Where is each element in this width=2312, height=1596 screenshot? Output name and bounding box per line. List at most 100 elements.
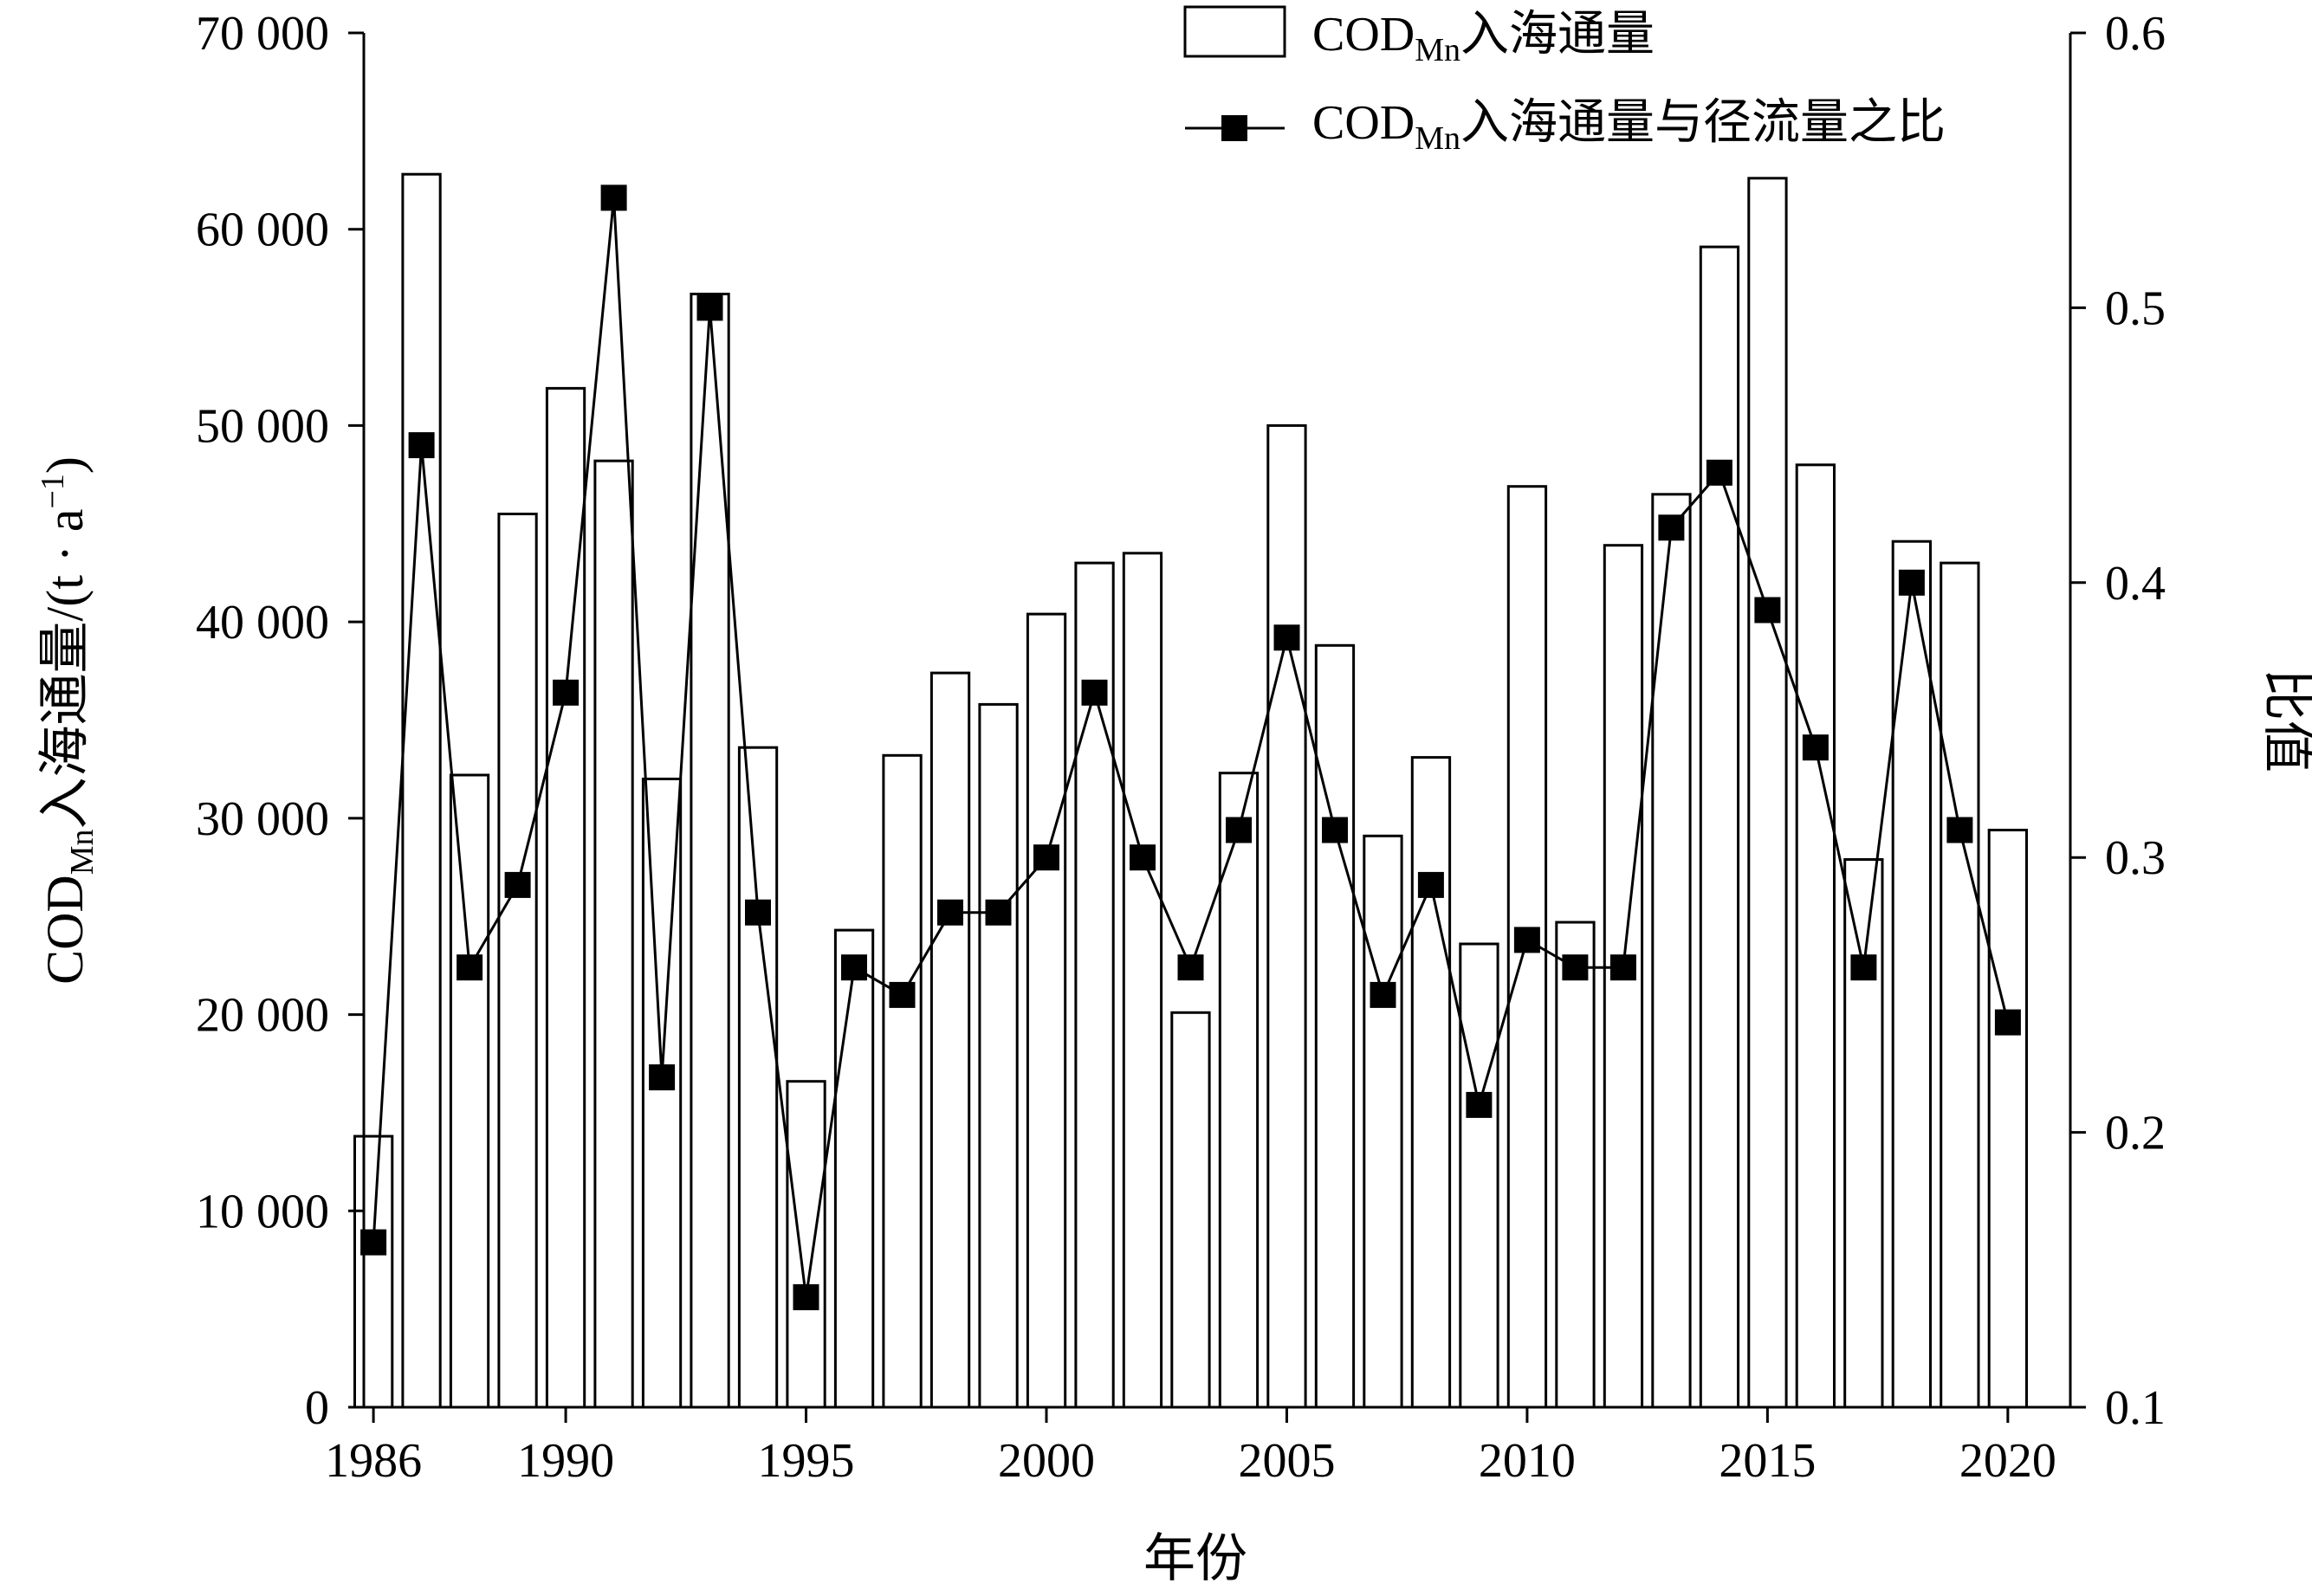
ratio-point-2015 xyxy=(1754,597,1781,624)
left-tick-label-10000: 10 000 xyxy=(196,1185,329,1238)
ratio-markers xyxy=(360,184,2021,1310)
ratio-point-2009 xyxy=(1466,1091,1493,1118)
ratio-point-1995 xyxy=(793,1284,819,1310)
bar-2013 xyxy=(1651,493,1692,1409)
x-tick-label-1995: 1995 xyxy=(758,1434,855,1488)
right-tick-label-0.6: 0.6 xyxy=(2105,7,2166,61)
bar-1995 xyxy=(786,1080,826,1409)
bar-2014 xyxy=(1699,245,1740,1409)
bar-1991 xyxy=(593,459,634,1409)
x-tick-label-2005: 2005 xyxy=(1238,1434,1335,1488)
left-axis-ticks: 0 10 000 20 000 30 000 40 000 50 000 60 000 70 … xyxy=(196,7,364,1435)
ratio-point-2020 xyxy=(1994,1009,2021,1036)
ratio-point-2011 xyxy=(1562,954,1589,981)
bar-2009 xyxy=(1459,942,1499,1409)
legend-bar-label: CODMn入海通量 xyxy=(1312,8,1655,68)
right-tick-label-0.4: 0.4 xyxy=(2105,557,2166,611)
right-tick-label-0.3: 0.3 xyxy=(2105,831,2166,885)
left-axis-title-main: COD xyxy=(36,875,94,985)
bar-2016 xyxy=(1795,463,1836,1409)
legend-bar-label-main: COD xyxy=(1312,8,1415,61)
ratio-point-2014 xyxy=(1706,459,1732,486)
ratio-point-1998 xyxy=(937,899,963,926)
left-tick-label-70000: 70 000 xyxy=(196,7,329,61)
left-tick-label-20000: 20 000 xyxy=(196,989,329,1043)
bar-1987 xyxy=(401,172,442,1409)
left-tick-label-40000: 40 000 xyxy=(196,596,329,649)
legend-bar-swatch xyxy=(1183,5,1286,58)
right-tick-label-0.5: 0.5 xyxy=(2105,281,2166,335)
bar-2007 xyxy=(1363,834,1403,1409)
ratio-point-2008 xyxy=(1417,871,1444,898)
right-tick-label-0.1: 0.1 xyxy=(2105,1381,2166,1435)
ratio-point-2005 xyxy=(1273,624,1300,651)
x-tick-label-2015: 2015 xyxy=(1719,1434,1816,1488)
ratio-point-1999 xyxy=(985,899,1012,926)
x-tick-label-2000: 2000 xyxy=(998,1434,1095,1488)
left-tick-label-0: 0 xyxy=(305,1381,329,1435)
ratio-point-2000 xyxy=(1033,844,1059,871)
ratio-point-2019 xyxy=(1946,817,1973,843)
bar-2000 xyxy=(1026,612,1067,1409)
x-tick-label-1986: 1986 xyxy=(325,1434,422,1488)
left-axis-title-rest: 入海通量/(t · a xyxy=(36,509,94,830)
ratio-point-1988 xyxy=(457,954,483,981)
x-tick-label-1990: 1990 xyxy=(517,1434,614,1488)
legend-line-label: CODMn入海通量与径流量之比 xyxy=(1312,96,1946,157)
bar-2017 xyxy=(1843,858,1884,1409)
bar-2015 xyxy=(1747,177,1788,1409)
ratio-point-1991 xyxy=(600,184,627,211)
ratio-point-1989 xyxy=(504,871,531,898)
left-axis-title: CODMn入海通量/(t · a−1) xyxy=(35,456,100,985)
bar-1999 xyxy=(978,702,1019,1409)
bar-2006 xyxy=(1314,643,1356,1409)
left-tick-label-30000: 30 000 xyxy=(196,792,329,846)
bar-2002 xyxy=(1122,552,1163,1409)
x-axis-title: 年份 xyxy=(1143,1530,1247,1587)
bar-1998 xyxy=(929,671,971,1409)
ratio-point-2017 xyxy=(1850,954,1877,981)
ratio-point-2001 xyxy=(1081,679,1108,706)
bar-2011 xyxy=(1555,921,1596,1409)
ratio-point-1987 xyxy=(408,432,435,459)
left-axis-title-sup: −1 xyxy=(35,474,71,508)
x-tick-label-2020: 2020 xyxy=(1959,1434,2056,1488)
legend-line-marker xyxy=(1221,115,1247,141)
bar-2018 xyxy=(1891,540,1932,1409)
bar-series xyxy=(353,172,2028,1409)
right-axis-ticks: 0.1 0.2 0.3 0.4 0.5 0.6 xyxy=(2070,7,2166,1435)
legend-line-label-sub: Mn xyxy=(1415,120,1460,157)
legend-line-label-main: COD xyxy=(1312,96,1415,150)
bar-2003 xyxy=(1170,1011,1211,1409)
ratio-point-1994 xyxy=(745,899,771,926)
x-axis-ticks: 1986 1990 1995 2000 2005 2010 2015 2020 xyxy=(325,1407,2056,1488)
legend-bar-label-rest: 入海通量 xyxy=(1460,8,1655,61)
left-tick-label-60000: 60 000 xyxy=(196,204,329,257)
ratio-point-2007 xyxy=(1370,981,1396,1008)
bar-2020 xyxy=(1987,829,2028,1409)
bar-1994 xyxy=(737,746,779,1409)
bar-1996 xyxy=(833,928,875,1409)
left-axis-title-tail: ) xyxy=(36,456,94,474)
legend: CODMn入海通量 CODMn入海通量与径流量之比 xyxy=(1183,5,1946,157)
ratio-point-2016 xyxy=(1802,734,1829,761)
ratio-point-1993 xyxy=(696,294,723,321)
right-axis-title: 比值 xyxy=(2258,669,2312,772)
ratio-point-2018 xyxy=(1898,569,1925,596)
ratio-point-2003 xyxy=(1177,954,1204,981)
ratio-point-2010 xyxy=(1513,927,1540,953)
ratio-series xyxy=(360,184,2021,1310)
legend-line-label-rest: 入海通量与径流量之比 xyxy=(1460,96,1946,150)
ratio-point-1992 xyxy=(649,1064,676,1091)
ratio-point-1996 xyxy=(841,954,867,981)
bar-1990 xyxy=(545,386,586,1409)
ratio-point-2002 xyxy=(1130,844,1156,871)
bar-1986 xyxy=(353,1134,394,1409)
left-axis-title-sub: Mn xyxy=(64,829,100,875)
ratio-point-2006 xyxy=(1322,817,1348,843)
left-tick-label-50000: 50 000 xyxy=(196,399,329,453)
bar-2008 xyxy=(1410,756,1452,1409)
ratio-point-2013 xyxy=(1658,514,1685,541)
ratio-point-1997 xyxy=(889,981,916,1008)
